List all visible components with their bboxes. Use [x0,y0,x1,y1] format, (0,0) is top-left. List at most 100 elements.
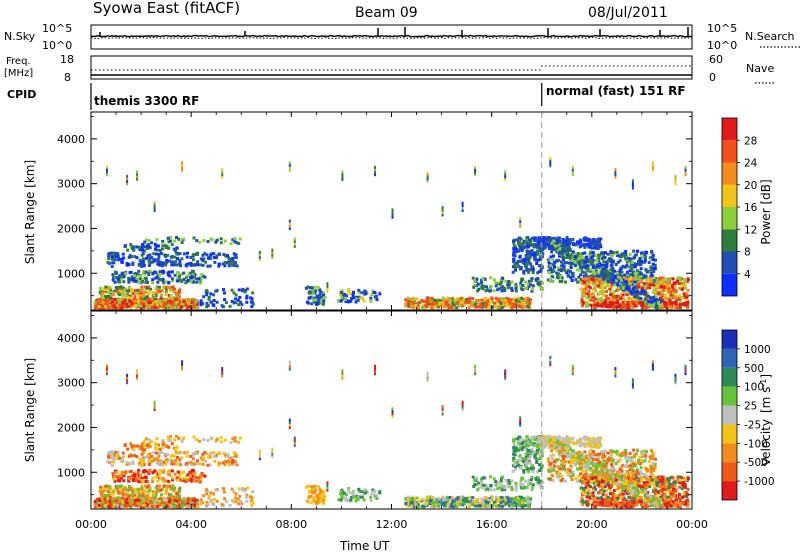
power-cell [525,261,529,265]
power-cell [600,273,604,277]
power-cell [549,255,553,259]
velocity-cell [116,490,120,494]
power-cell [582,293,586,297]
power-cell [182,237,186,241]
velocity-cell [158,469,162,473]
velocity-cell [186,473,190,477]
power-cell [541,239,545,243]
power-cell [181,304,185,308]
power-cell [251,302,255,306]
power-cell [629,306,633,309]
y-tick-label: 2000 [57,222,85,235]
power-cell [137,303,141,307]
power-cell [602,277,606,281]
power-cell [522,245,526,248]
nsky-tick-bottom: 10^0 [42,39,72,52]
power-cell [614,168,617,172]
power-cell [673,282,677,285]
power-cell [347,288,351,292]
power-cell [519,284,523,288]
power-cell [413,298,417,302]
velocity-cell [116,496,120,500]
power-cell [546,239,550,243]
power-cell [107,287,111,291]
power-cell [441,213,444,217]
power-cell [320,297,324,301]
power-cell [142,289,146,293]
power-cell [585,264,589,268]
power-cell [608,301,612,304]
power-cell [119,277,123,281]
velocity-cell [142,498,146,502]
power-cell [237,288,241,292]
power-cell [158,300,161,304]
power-cell [250,297,254,301]
power-cell [643,276,647,280]
power-cell [567,247,570,251]
power-cell [514,245,517,249]
power-cell [608,287,612,291]
power-cell [212,252,216,256]
power-cell [501,303,505,307]
power-cell [207,297,211,301]
velocity-cell [152,492,156,496]
power-cell [589,259,593,263]
power-cell [113,258,117,262]
power-cell [575,268,579,272]
power-cell [585,259,589,263]
power-cell [157,277,161,281]
power-cell [214,240,218,244]
power-cell [108,261,112,265]
power-cell [199,277,203,281]
power-cell [165,287,169,291]
power-cell [139,305,143,309]
power-cell [201,253,205,257]
power-cell [123,304,127,308]
power-cell [634,253,638,257]
power-cell [518,247,522,251]
power-cell [518,240,521,244]
power-cell [552,269,556,273]
power-cell [104,301,108,304]
power-cell [501,285,505,289]
power-cell [312,296,316,300]
power-heatmap-cells [93,156,690,310]
power-cell [667,296,671,300]
velocity-cell [173,472,177,476]
power-cell [602,265,606,269]
power-cell [527,251,531,255]
power-cell [519,305,523,309]
power-cell [97,304,101,308]
velocity-cell [141,494,145,498]
power-cell [643,257,647,261]
power-cell [354,300,358,304]
velocity-cell [178,477,182,481]
power-cell [140,260,143,264]
power-cell [429,301,433,305]
power-cell [581,304,585,308]
freq-trace [91,65,692,76]
power-cell [322,293,326,297]
power-cell [172,261,176,264]
power-cell [513,254,517,258]
power-cell [519,259,523,263]
velocity-cell [166,472,170,476]
power-cell [240,303,244,307]
power-cell [587,285,591,289]
power-cell [150,241,153,245]
power-cell [617,305,621,309]
velocity-cell [109,495,112,499]
power-cell [132,302,136,306]
power-cell [658,298,662,302]
power-cell [590,255,594,259]
power-cell [628,259,632,262]
power-cell [492,278,496,282]
power-cell [173,263,176,267]
power-cell [175,300,179,304]
power-cell [644,291,648,294]
power-cell [143,297,147,301]
power-cell [521,284,525,287]
power-cell [223,298,227,302]
power-cell [214,289,218,293]
power-cell [152,258,156,261]
